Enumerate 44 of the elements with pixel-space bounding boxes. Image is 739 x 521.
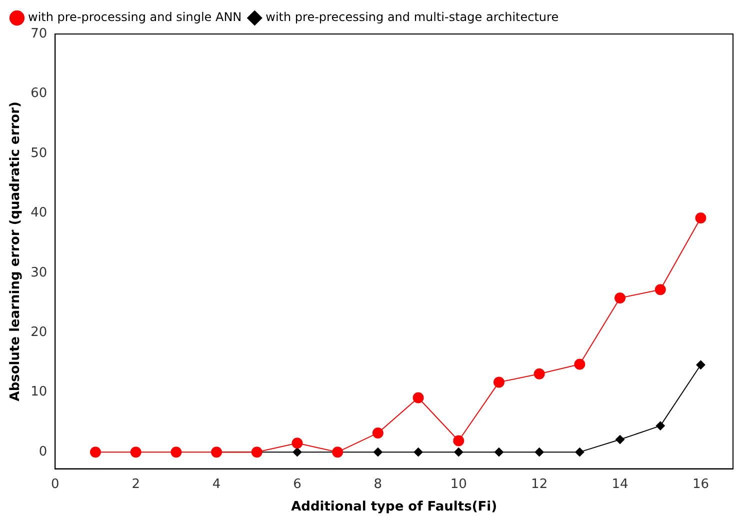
point bbox=[654, 284, 666, 296]
point bbox=[696, 360, 706, 370]
y-tick-label: 10 bbox=[30, 384, 48, 400]
point bbox=[170, 446, 182, 458]
y-tick-label: 70 bbox=[30, 26, 48, 42]
y-tick-label: 30 bbox=[30, 265, 48, 280]
point bbox=[493, 376, 504, 388]
point bbox=[534, 448, 544, 457]
x-tick-label: 16 bbox=[692, 476, 709, 492]
point bbox=[494, 448, 504, 457]
point bbox=[616, 435, 625, 444]
y-tick-label: 40 bbox=[30, 206, 48, 221]
y-tick-label: 50 bbox=[30, 146, 48, 161]
point bbox=[90, 446, 101, 458]
point bbox=[292, 438, 303, 449]
x-tick-label: 8 bbox=[374, 476, 382, 492]
point bbox=[130, 446, 142, 458]
legend-label: with pre-processing and single ANN bbox=[28, 10, 242, 24]
point bbox=[575, 448, 584, 457]
point bbox=[373, 448, 382, 457]
point bbox=[656, 421, 665, 430]
x-axis-title: Additional type of Faults(Fi) bbox=[291, 500, 498, 515]
legend-label: with pre-precessing and multi-stage architecture bbox=[266, 10, 559, 24]
point bbox=[534, 368, 545, 380]
x-tick-label: 2 bbox=[132, 476, 140, 492]
point bbox=[414, 448, 423, 457]
y-tick-label: 60 bbox=[30, 86, 48, 102]
y-axis-title: Absolute learning error (quadratic error) bbox=[8, 102, 24, 402]
point bbox=[614, 292, 626, 304]
x-tick-label: 10 bbox=[450, 476, 467, 492]
x-tick-label: 4 bbox=[212, 476, 221, 492]
point bbox=[453, 435, 464, 446]
y-tick-label: 20 bbox=[30, 325, 48, 340]
point bbox=[412, 392, 424, 404]
x-tick-label: 12 bbox=[531, 476, 548, 492]
point bbox=[372, 427, 384, 438]
y-tick-label: 0 bbox=[38, 444, 48, 460]
point bbox=[695, 212, 706, 224]
point bbox=[574, 358, 586, 370]
point bbox=[292, 448, 302, 457]
x-tick-label: 14 bbox=[612, 476, 628, 492]
x-tick-label: 6 bbox=[293, 476, 302, 492]
point bbox=[454, 448, 464, 457]
x-tick-label: 0 bbox=[51, 476, 60, 492]
